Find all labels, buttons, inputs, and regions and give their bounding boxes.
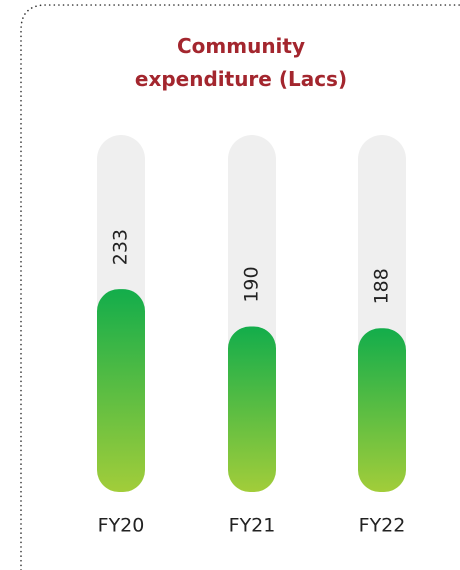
bar bbox=[358, 328, 406, 492]
x-tick-label: FY21 bbox=[229, 515, 276, 537]
x-tick-label: FY20 bbox=[98, 515, 145, 537]
value-label: 188 bbox=[371, 268, 393, 304]
value-label: 190 bbox=[241, 266, 263, 302]
bar bbox=[228, 326, 276, 492]
dotted-border bbox=[20, 4, 460, 570]
x-tick-label: FY22 bbox=[359, 515, 406, 537]
bar bbox=[97, 289, 145, 492]
value-label: 233 bbox=[110, 229, 132, 265]
chart-title: Community expenditure (Lacs) bbox=[134, 34, 348, 91]
